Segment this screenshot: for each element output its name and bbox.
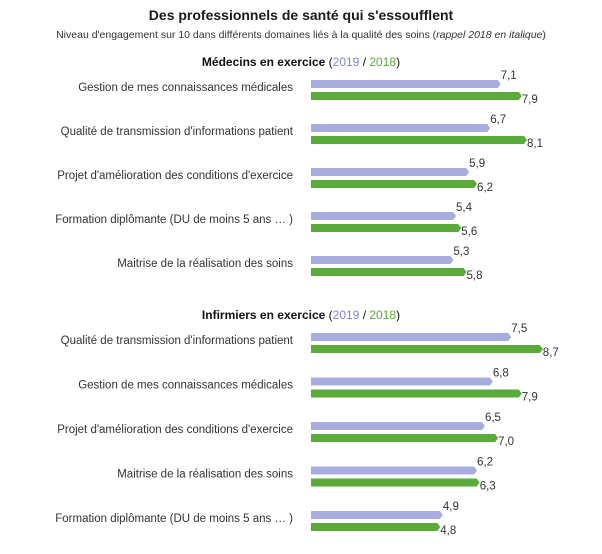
value-label-2019: 5,3	[453, 246, 469, 258]
bar-2018	[311, 224, 462, 232]
bar-2019	[311, 466, 478, 475]
value-label-2018: 6,2	[477, 182, 493, 194]
bar-2019	[311, 511, 443, 519]
value-label-2018: 6,3	[480, 481, 496, 493]
category-label: Formation diplômante (DU de moins 5 ans …	[55, 513, 293, 525]
legend-close: )	[396, 55, 400, 69]
value-label-2019: 6,2	[477, 457, 493, 469]
subtitle-italic-note: rappel 2018 en italique	[436, 29, 543, 41]
subtitle-close: )	[542, 29, 546, 41]
bar-2019	[311, 256, 454, 264]
chart-subtitle: Niveau d'engagement sur 10 dans différen…	[0, 29, 602, 41]
value-label-2019: 4,9	[443, 501, 459, 513]
legend-separator: /	[359, 55, 369, 69]
category-label: Gestion de mes connaissances médicales	[78, 82, 293, 94]
bar-2019	[311, 333, 512, 341]
legend-separator: /	[359, 308, 369, 322]
value-label-2018: 7,0	[498, 436, 514, 448]
legend-2018: 2018	[369, 55, 396, 69]
category-label: Maitrise de la réalisation des soins	[117, 469, 293, 481]
category-label: Gestion de mes connaissances médicales	[78, 380, 293, 392]
value-label-2018: 4,8	[440, 525, 456, 537]
chart-title: Des professionnels de santé qui s'essouf…	[148, 7, 454, 23]
value-label-2019: 5,9	[469, 158, 485, 170]
value-label-2018: 8,1	[527, 138, 543, 150]
legend-open: (	[329, 308, 333, 322]
legend-2019: 2019	[333, 308, 360, 322]
section-title-1: Infirmiers en exercice (2019 / 2018)	[202, 308, 400, 322]
value-label-2018: 7,9	[522, 392, 538, 404]
value-label-2019: 5,4	[456, 202, 473, 214]
category-label: Projet d'amélioration des conditions d'e…	[57, 424, 293, 436]
category-label: Maitrise de la réalisation des soins	[117, 258, 293, 270]
value-label-2018: 5,8	[467, 270, 483, 282]
category-label: Qualité de transmission d'informations p…	[61, 126, 294, 138]
bar-2018	[311, 434, 499, 442]
bar-2018	[311, 345, 543, 353]
value-label-2019: 7,1	[501, 70, 517, 82]
bar-2018	[311, 92, 522, 100]
legend-close: )	[396, 308, 400, 322]
bar-2019	[311, 168, 470, 176]
bar-2018	[311, 478, 480, 487]
bar-2018	[311, 180, 478, 188]
category-label: Qualité de transmission d'informations p…	[61, 335, 294, 347]
section-title-text: Médecins en exercice	[202, 55, 329, 69]
bar-2018	[311, 268, 467, 276]
bar-2019	[311, 80, 501, 88]
bar-2018	[311, 523, 441, 531]
bar-2019	[311, 212, 457, 220]
value-label-2018: 7,9	[522, 94, 538, 106]
bar-2019	[311, 124, 491, 132]
bar-2019	[311, 377, 493, 386]
section-title-0: Médecins en exercice (2019 / 2018)	[202, 55, 400, 69]
subtitle-text: Niveau d'engagement sur 10 dans différen…	[56, 29, 437, 41]
value-label-2018: 5,6	[461, 226, 477, 238]
bar-2019	[311, 422, 485, 430]
bar-2018	[311, 389, 522, 398]
value-label-2019: 6,8	[493, 368, 509, 380]
legend-2019: 2019	[333, 55, 360, 69]
legend-open: (	[329, 55, 333, 69]
section-title-text: Infirmiers en exercice	[202, 308, 329, 322]
legend-2018: 2018	[369, 308, 396, 322]
value-label-2019: 6,5	[485, 412, 501, 424]
value-label-2019: 7,5	[511, 323, 527, 335]
value-label-2018: 8,7	[543, 347, 559, 359]
category-label: Formation diplômante (DU de moins 5 ans …	[55, 214, 293, 226]
value-label-2019: 6,7	[490, 114, 506, 126]
category-label: Projet d'amélioration des conditions d'e…	[57, 170, 293, 182]
bar-2018	[311, 136, 528, 144]
